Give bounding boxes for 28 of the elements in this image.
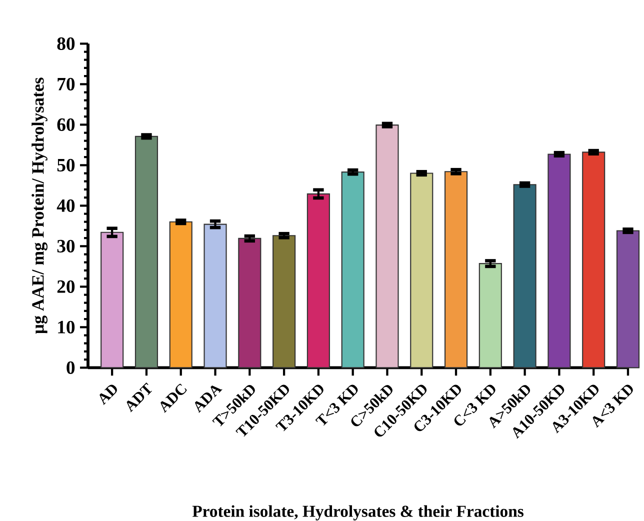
bar [134,136,158,368]
bar [410,172,434,368]
bar [478,263,502,368]
bar [204,224,227,368]
y-tick-label: 20 [57,280,75,293]
bar [376,124,399,368]
y-tick-label: 60 [57,118,75,131]
bar [169,221,192,368]
y-tick-label: 80 [57,37,75,50]
bar [616,230,640,368]
bar [548,154,571,368]
y-tick-label: 30 [57,240,75,252]
bar [341,172,364,368]
y-tick-label: 0 [66,361,75,374]
bar [272,235,296,368]
bar [100,232,124,368]
x-tick-label: AD [100,384,117,406]
bar [238,238,262,368]
y-tick-label: 70 [58,78,75,90]
y-axis-title: µg AAE/ mg Protein/ Hydrolysates [32,78,48,334]
y-tick-label: 40 [56,199,75,212]
y-tick-label: 50 [57,158,75,172]
bar [306,193,330,368]
bar [513,184,536,368]
bar [444,171,468,368]
y-tick-label: 10 [58,320,75,334]
bar [582,152,606,368]
x-axis-title: Protein isolate, Hydrolysates & their Fractions [192,505,524,520]
